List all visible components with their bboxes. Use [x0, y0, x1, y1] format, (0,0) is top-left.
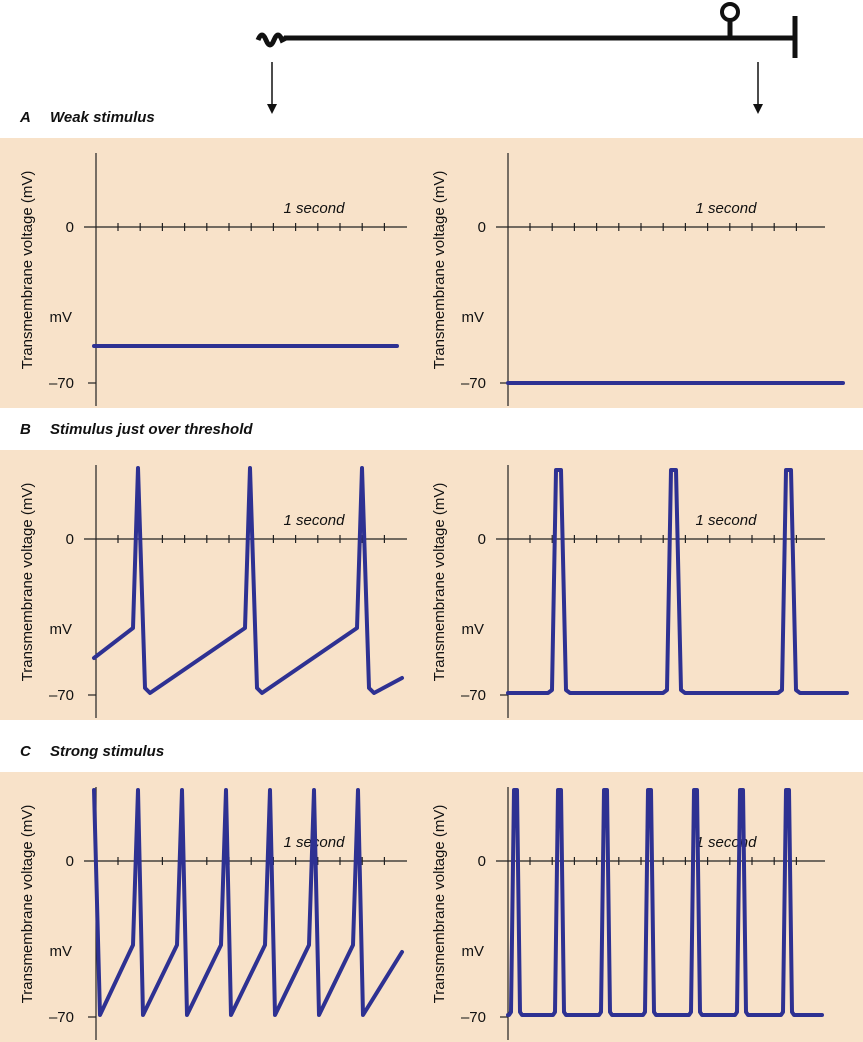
panel-title: Weak stimulus: [50, 109, 155, 126]
tick-label: 0: [478, 219, 486, 236]
plot: Transmembrane voltage (mV) 0 mV –70 1 second: [431, 465, 849, 718]
unit-label: mV: [462, 943, 485, 960]
plot: Transmembrane voltage (mV) 0 mV –70 1 second: [19, 153, 407, 406]
neuron-diagram: [255, 2, 798, 114]
unit-label: mV: [50, 309, 73, 326]
tick-label: –70: [49, 1009, 74, 1026]
unit-label: mV: [50, 943, 73, 960]
y-axis-label: Transmembrane voltage (mV): [431, 483, 448, 682]
plot: Transmembrane voltage (mV) 0 mV –70 1 second: [431, 153, 845, 406]
tick-label: 0: [66, 531, 74, 548]
panel-letter: B: [20, 421, 31, 438]
tick-label: –70: [49, 375, 74, 392]
tick-label: –70: [461, 687, 486, 704]
plot: Transmembrane voltage (mV) 0 mV –70 1 second: [19, 465, 407, 718]
time-label: 1 second: [696, 512, 758, 529]
panel-letter: A: [19, 109, 31, 126]
y-axis-label: Transmembrane voltage (mV): [431, 805, 448, 1004]
voltage-trace: [92, 788, 404, 1017]
y-axis-label: Transmembrane voltage (mV): [19, 483, 36, 682]
y-axis-label: Transmembrane voltage (mV): [19, 805, 36, 1004]
unit-label: mV: [462, 621, 485, 638]
panel-band: [0, 138, 863, 408]
time-label: 1 second: [696, 834, 758, 851]
voltage-trace: [92, 466, 404, 695]
voltage-trace: [506, 468, 849, 695]
panel-title: Strong stimulus: [50, 743, 164, 760]
plot: Transmembrane voltage (mV) 0 mV –70 1 second: [431, 787, 825, 1040]
panel-title: Stimulus just over threshold: [50, 421, 253, 438]
time-label: 1 second: [284, 512, 346, 529]
unit-label: mV: [50, 621, 73, 638]
voltage-trace: [506, 788, 824, 1017]
tick-label: 0: [66, 219, 74, 236]
tick-label: –70: [461, 1009, 486, 1026]
time-label: 1 second: [696, 200, 758, 217]
unit-label: mV: [462, 309, 485, 326]
tick-label: –70: [49, 687, 74, 704]
panel-letter: C: [20, 743, 32, 760]
tick-label: 0: [478, 531, 486, 548]
y-axis-label: Transmembrane voltage (mV): [431, 171, 448, 370]
tick-label: 0: [478, 853, 486, 870]
plot: Transmembrane voltage (mV) 0mV–701 second: [19, 787, 407, 1040]
tick-label: 0: [66, 853, 74, 870]
y-axis-label: Transmembrane voltage (mV): [19, 171, 36, 370]
time-label: 1 second: [284, 200, 346, 217]
tick-label: –70: [461, 375, 486, 392]
